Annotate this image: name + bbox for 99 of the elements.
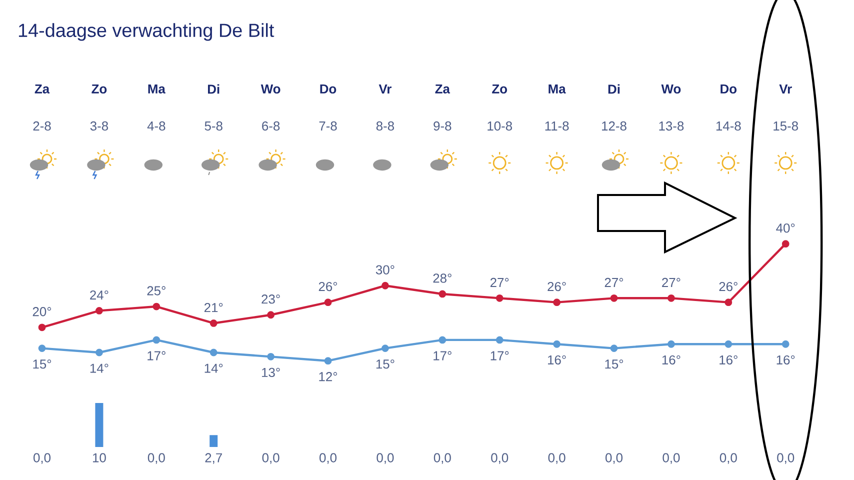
data-label: 27°: [604, 278, 624, 287]
category-label: 6-8: [262, 121, 280, 131]
data-label: 23°: [262, 294, 280, 304]
point: [267, 311, 275, 319]
data-label: 17°: [434, 351, 452, 360]
data-label: 16°: [548, 355, 566, 364]
text: Zo: [92, 84, 107, 94]
point: [438, 290, 446, 298]
point: [610, 294, 618, 302]
data-label: 24°: [90, 290, 108, 300]
point: [668, 294, 675, 302]
point: [382, 282, 389, 290]
category-label: 7-8: [319, 121, 337, 131]
data-label: 14°: [204, 364, 223, 373]
data-label: 27°: [662, 278, 680, 287]
text: Di: [208, 84, 220, 94]
category-label: 13-8: [659, 121, 684, 131]
point: [96, 307, 103, 314]
data-label: 28°: [433, 274, 452, 283]
data-label: 12°: [319, 372, 338, 382]
data-label: 15°: [33, 360, 52, 369]
data-label: 0,0: [34, 453, 51, 464]
data-label: 0,0: [434, 453, 451, 464]
data-label: 14°: [90, 364, 108, 373]
point: [724, 298, 732, 306]
category-label: 10-8: [488, 121, 512, 131]
data-label: 21°: [204, 302, 223, 312]
point: [96, 348, 103, 356]
data-label: 0,0: [777, 453, 794, 464]
text: Vr: [779, 84, 792, 94]
data-label: 0,0: [491, 453, 508, 464]
category-label: 12-8: [602, 121, 626, 131]
point: [38, 344, 46, 352]
category-label: 5-8: [204, 121, 222, 131]
category-label: 2-8: [33, 121, 51, 131]
data-label: 16°: [662, 355, 680, 364]
point: [724, 340, 732, 348]
point: [668, 340, 675, 348]
category-label: 9-8: [434, 121, 452, 131]
category-label: 8-8: [376, 121, 394, 131]
point: [38, 324, 46, 332]
text: Wo: [260, 84, 280, 94]
text: Vr: [378, 84, 392, 94]
data-label: 26°: [719, 282, 738, 292]
point: [267, 352, 275, 360]
data-label: 0,0: [606, 453, 623, 464]
text: Di: [608, 84, 620, 94]
data-label: 10: [92, 453, 106, 462]
point: [382, 344, 389, 352]
data-label: 20°: [32, 307, 52, 316]
data-label: 13°: [262, 368, 280, 378]
point: [496, 294, 504, 302]
data-label: 27°: [490, 278, 509, 287]
data-label: 16°: [776, 355, 795, 364]
point: [324, 357, 332, 365]
text: Ma: [548, 84, 566, 94]
point: [553, 298, 561, 306]
text: Zo: [492, 84, 508, 94]
category-label: 14-8: [716, 121, 741, 131]
data-label: 0,0: [720, 453, 737, 464]
data-label: 15°: [605, 360, 624, 369]
data-label: 17°: [490, 351, 509, 360]
point: [782, 340, 790, 348]
text: Do: [720, 84, 737, 94]
data-label: 0,0: [662, 453, 680, 464]
text: Za: [435, 84, 450, 94]
category-label: 4-8: [147, 121, 166, 131]
text: Ma: [148, 84, 166, 94]
point: [210, 348, 218, 356]
point: [324, 298, 332, 306]
data-label: 0,0: [262, 453, 280, 464]
data-label: 30°: [376, 265, 394, 274]
data-label: 0,0: [548, 453, 566, 464]
point: [210, 320, 218, 327]
point: [553, 340, 561, 348]
point: [152, 336, 160, 344]
category-label: 3-8: [90, 121, 108, 131]
category-label: 11-8: [545, 121, 569, 131]
text: Do: [320, 84, 336, 94]
data-label: 0,0: [148, 453, 165, 464]
data-label: 17°: [148, 351, 166, 360]
data-label: 15°: [376, 360, 394, 369]
text: Wo: [661, 84, 681, 94]
data-label: 25°: [147, 286, 166, 296]
point: [438, 336, 446, 344]
data-label: 26°: [548, 282, 566, 292]
point: [152, 302, 160, 310]
data-label: 2,7: [205, 453, 222, 464]
category-label: 15-8: [774, 121, 798, 131]
data-label: 16°: [720, 355, 738, 364]
data-label: 26°: [318, 282, 338, 292]
text: Za: [34, 84, 50, 94]
point: [782, 240, 790, 248]
data-label: 0,0: [376, 453, 394, 464]
data-label: 40°: [776, 223, 795, 233]
point: [496, 336, 504, 344]
chart-title: 14-daagse verwachting De Bilt: [18, 23, 274, 41]
point: [610, 344, 618, 352]
data-label: 0,0: [320, 453, 337, 464]
